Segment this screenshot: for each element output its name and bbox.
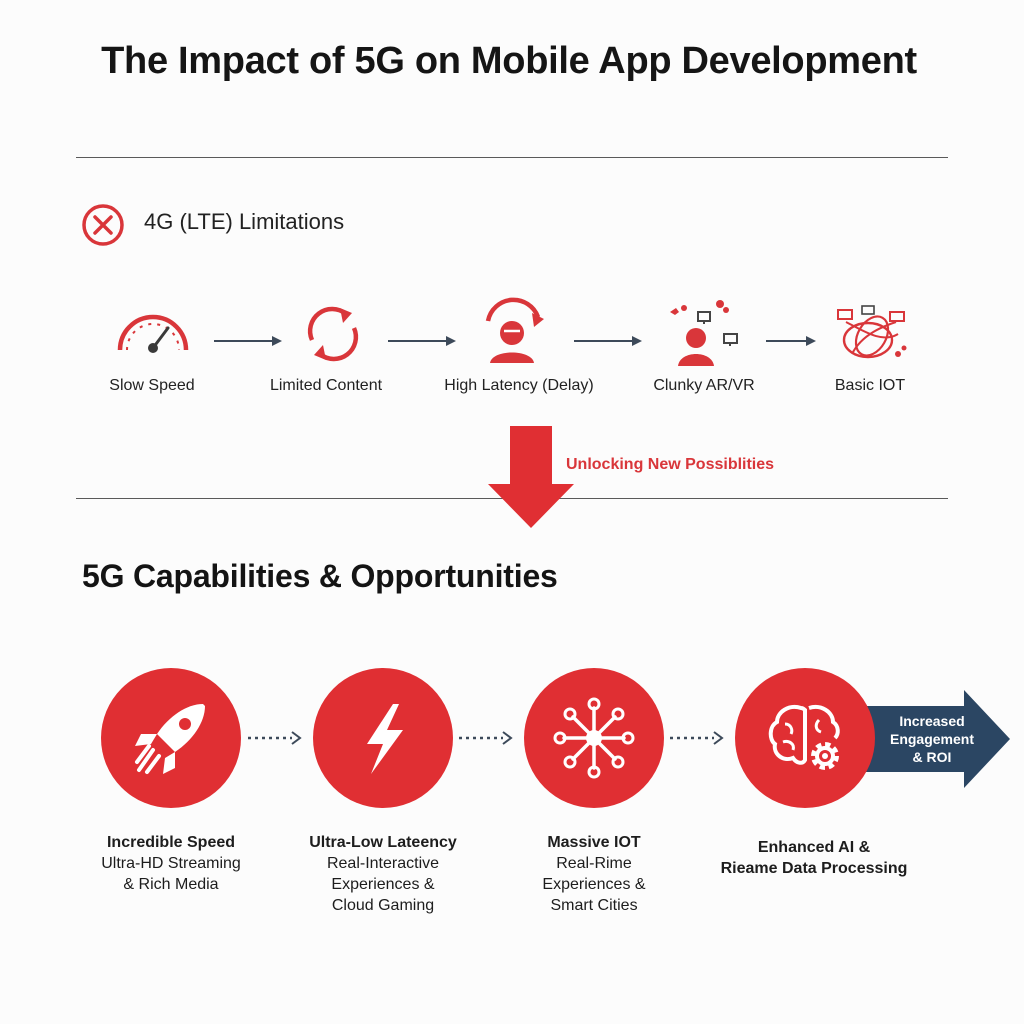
tangled-network-icon (837, 305, 907, 359)
person-delay-icon (485, 297, 544, 363)
divider-top (76, 157, 948, 158)
flow-arrow (766, 336, 816, 346)
network-hub-icon (553, 697, 635, 779)
capability-line: & Rich Media (123, 876, 219, 893)
capability-line: Real-Rime (556, 855, 632, 872)
lightning-icon (367, 704, 403, 774)
dotted-arrow (248, 731, 302, 745)
limitations-title: 4G (LTE) Limitations (144, 209, 345, 234)
refresh-cycle-icon (307, 306, 359, 362)
capabilities-title: 5G Capabilities & Opportunities (82, 558, 558, 594)
capability-line: Smart Cities (550, 897, 638, 914)
capability-circle (313, 668, 453, 808)
capability-line: Experiences & (331, 876, 435, 893)
capability-text: Enhanced AI & Rieame Data Processing (694, 837, 934, 879)
outcome-line: & ROI (912, 749, 952, 765)
capability-heading: Enhanced AI & (757, 839, 871, 856)
capability-line: Real-Interactive (326, 855, 440, 872)
capability-circle (735, 668, 875, 808)
outcome-arrow (846, 690, 1010, 788)
capability-heading: Incredible Speed (106, 834, 236, 851)
limitation-label: Slow Speed (109, 377, 195, 394)
capability-heading: Massive IOT (547, 834, 641, 851)
dotted-arrow (459, 731, 513, 745)
dotted-arrow (670, 731, 724, 745)
rocket-icon (135, 704, 205, 774)
capability-text: Massive IOT Real-Rime Experiences & Smar… (494, 832, 694, 916)
capability-circle (101, 668, 241, 808)
limitation-label: Limited Content (269, 377, 383, 394)
flow-arrow (574, 336, 642, 346)
capability-line: Rieame Data Processing (720, 860, 908, 877)
capability-circle (524, 668, 664, 808)
capability-text: Incredible Speed Ultra-HD Streaming & Ri… (76, 832, 266, 895)
limitation-label: Basic IOT (834, 377, 906, 394)
limitation-label: Clunky AR/VR (653, 377, 755, 394)
capability-line: Experiences & (542, 876, 646, 893)
speedometer-icon (117, 314, 189, 353)
flow-arrow (388, 336, 456, 346)
limitation-label: High Latency (Delay) (444, 377, 594, 394)
capability-line: Ultra-HD Streaming (101, 855, 241, 872)
brain-gear-icon (768, 705, 840, 770)
outcome-text: Increased Engagement & ROI (872, 712, 992, 766)
page-title: The Impact of 5G on Mobile App Developme… (101, 40, 917, 82)
outcome-line: Increased (899, 713, 965, 729)
outcome-line: Engagement (889, 731, 974, 747)
down-arrow-icon (488, 426, 574, 528)
capability-text: Ultra-Low Lateency Real-Interactive Expe… (283, 832, 483, 916)
capability-line: Cloud Gaming (331, 897, 435, 914)
transition-label: Unlocking New Possiblities (566, 456, 775, 473)
x-circle-icon (82, 204, 124, 246)
person-devices-icon (670, 300, 738, 366)
capability-heading: Ultra-Low Lateency (309, 834, 457, 851)
flow-arrow (214, 336, 282, 346)
